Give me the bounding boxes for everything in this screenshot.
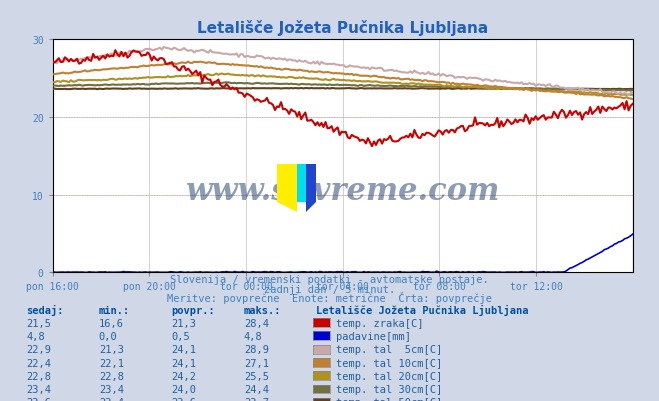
Text: 24,2: 24,2 xyxy=(171,371,196,381)
Polygon shape xyxy=(297,164,306,203)
Text: 28,4: 28,4 xyxy=(244,318,269,328)
Text: 23,4: 23,4 xyxy=(99,384,124,394)
Text: 0,5: 0,5 xyxy=(171,331,190,341)
Text: 23,4: 23,4 xyxy=(99,397,124,401)
Text: 24,4: 24,4 xyxy=(244,384,269,394)
Text: zadnji dan / 5 minut.: zadnji dan / 5 minut. xyxy=(264,284,395,294)
Text: temp. zraka[C]: temp. zraka[C] xyxy=(336,318,424,328)
Text: 21,3: 21,3 xyxy=(99,344,124,354)
Text: sedaj:: sedaj: xyxy=(26,304,64,315)
Text: Meritve: povprečne  Enote: metrične  Črta: povprečje: Meritve: povprečne Enote: metrične Črta:… xyxy=(167,291,492,303)
Polygon shape xyxy=(277,164,297,213)
Text: 22,4: 22,4 xyxy=(26,358,51,368)
Text: temp. tal 50cm[C]: temp. tal 50cm[C] xyxy=(336,397,442,401)
Text: 21,5: 21,5 xyxy=(26,318,51,328)
Title: Letališče Jožeta Pučnika Ljubljana: Letališče Jožeta Pučnika Ljubljana xyxy=(197,20,488,36)
Text: 23,6: 23,6 xyxy=(26,397,51,401)
Text: 21,3: 21,3 xyxy=(171,318,196,328)
Text: 27,1: 27,1 xyxy=(244,358,269,368)
Text: Letališče Jožeta Pučnika Ljubljana: Letališče Jožeta Pučnika Ljubljana xyxy=(316,304,529,315)
Text: 22,9: 22,9 xyxy=(26,344,51,354)
Text: 22,8: 22,8 xyxy=(99,371,124,381)
Text: 4,8: 4,8 xyxy=(244,331,262,341)
Text: 23,4: 23,4 xyxy=(26,384,51,394)
Text: temp. tal 10cm[C]: temp. tal 10cm[C] xyxy=(336,358,442,368)
Text: maks.:: maks.: xyxy=(244,305,281,315)
Text: 16,6: 16,6 xyxy=(99,318,124,328)
Polygon shape xyxy=(306,164,316,213)
Text: Slovenija / vremenski podatki - avtomatske postaje.: Slovenija / vremenski podatki - avtomats… xyxy=(170,275,489,285)
Text: 0,0: 0,0 xyxy=(99,331,117,341)
Text: 23,7: 23,7 xyxy=(244,397,269,401)
Text: 24,1: 24,1 xyxy=(171,344,196,354)
Text: padavine[mm]: padavine[mm] xyxy=(336,331,411,341)
Text: 24,1: 24,1 xyxy=(171,358,196,368)
Text: 28,9: 28,9 xyxy=(244,344,269,354)
Text: povpr.:: povpr.: xyxy=(171,305,215,315)
Text: www.si-vreme.com: www.si-vreme.com xyxy=(185,176,500,207)
Text: 22,8: 22,8 xyxy=(26,371,51,381)
Text: temp. tal 20cm[C]: temp. tal 20cm[C] xyxy=(336,371,442,381)
Text: 25,5: 25,5 xyxy=(244,371,269,381)
Text: 24,0: 24,0 xyxy=(171,384,196,394)
Text: min.:: min.: xyxy=(99,305,130,315)
Text: 22,1: 22,1 xyxy=(99,358,124,368)
Text: temp. tal  5cm[C]: temp. tal 5cm[C] xyxy=(336,344,442,354)
Text: temp. tal 30cm[C]: temp. tal 30cm[C] xyxy=(336,384,442,394)
Text: 4,8: 4,8 xyxy=(26,331,45,341)
Text: 23,6: 23,6 xyxy=(171,397,196,401)
